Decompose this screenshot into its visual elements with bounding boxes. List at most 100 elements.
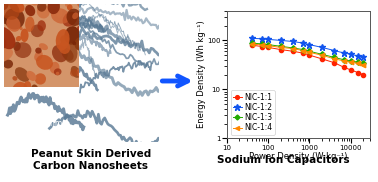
Ellipse shape bbox=[67, 4, 73, 11]
NIC-1:2 bbox=[332, 50, 336, 52]
Ellipse shape bbox=[48, 0, 60, 14]
Ellipse shape bbox=[77, 26, 82, 31]
Ellipse shape bbox=[52, 45, 68, 62]
NIC-1:3 bbox=[249, 42, 254, 44]
Ellipse shape bbox=[26, 71, 36, 81]
Ellipse shape bbox=[31, 84, 39, 96]
NIC-1:3 bbox=[278, 45, 283, 47]
NIC-1:3 bbox=[332, 56, 336, 58]
Ellipse shape bbox=[56, 72, 59, 75]
Ellipse shape bbox=[0, 0, 9, 10]
Ellipse shape bbox=[64, 26, 80, 45]
NIC-1:2 bbox=[266, 38, 270, 40]
NIC-1:2 bbox=[307, 43, 312, 46]
NIC-1:4 bbox=[349, 61, 353, 63]
Ellipse shape bbox=[62, 48, 74, 61]
Ellipse shape bbox=[0, 27, 15, 49]
Line: NIC-1:1: NIC-1:1 bbox=[249, 43, 365, 77]
Ellipse shape bbox=[25, 5, 35, 16]
NIC-1:1 bbox=[307, 54, 312, 56]
NIC-1:4 bbox=[342, 60, 347, 62]
NIC-1:3 bbox=[266, 43, 270, 46]
NIC-1:4 bbox=[259, 44, 264, 46]
NIC-1:3 bbox=[301, 48, 305, 51]
NIC-1:2 bbox=[342, 52, 347, 54]
Ellipse shape bbox=[0, 41, 2, 45]
Line: NIC-1:2: NIC-1:2 bbox=[248, 35, 367, 61]
NIC-1:2 bbox=[301, 42, 305, 44]
Ellipse shape bbox=[35, 48, 42, 54]
NIC-1:3 bbox=[319, 53, 324, 55]
Ellipse shape bbox=[74, 37, 87, 51]
Line: NIC-1:3: NIC-1:3 bbox=[250, 41, 365, 65]
NIC-1:1 bbox=[249, 44, 254, 46]
NIC-1:2 bbox=[361, 56, 366, 58]
Ellipse shape bbox=[31, 0, 39, 6]
NIC-1:3 bbox=[356, 61, 360, 63]
Ellipse shape bbox=[54, 68, 62, 75]
Ellipse shape bbox=[36, 55, 53, 70]
NIC-1:3 bbox=[291, 47, 295, 49]
NIC-1:1 bbox=[342, 66, 347, 69]
NIC-1:2 bbox=[291, 40, 295, 43]
Ellipse shape bbox=[0, 37, 6, 49]
X-axis label: Power Density (W kg⁻¹): Power Density (W kg⁻¹) bbox=[249, 152, 348, 161]
Ellipse shape bbox=[31, 25, 44, 37]
NIC-1:4 bbox=[301, 50, 305, 52]
NIC-1:1 bbox=[332, 62, 336, 64]
NIC-1:2 bbox=[319, 46, 324, 48]
NIC-1:4 bbox=[319, 54, 324, 56]
Ellipse shape bbox=[59, 41, 70, 54]
Y-axis label: Energy Density (Wh kg⁻¹): Energy Density (Wh kg⁻¹) bbox=[197, 21, 206, 128]
NIC-1:1 bbox=[361, 74, 366, 76]
NIC-1:4 bbox=[361, 64, 366, 66]
Ellipse shape bbox=[63, 12, 77, 27]
NIC-1:3 bbox=[349, 60, 353, 62]
Ellipse shape bbox=[12, 76, 17, 81]
Ellipse shape bbox=[23, 81, 31, 91]
Ellipse shape bbox=[57, 9, 62, 18]
Ellipse shape bbox=[65, 3, 68, 7]
NIC-1:3 bbox=[361, 62, 366, 64]
NIC-1:3 bbox=[259, 43, 264, 45]
Ellipse shape bbox=[50, 62, 59, 74]
Ellipse shape bbox=[71, 66, 81, 78]
Ellipse shape bbox=[2, 15, 11, 24]
NIC-1:2 bbox=[349, 53, 353, 55]
NIC-1:4 bbox=[332, 58, 336, 60]
NIC-1:1 bbox=[278, 48, 283, 51]
Ellipse shape bbox=[37, 5, 50, 19]
Ellipse shape bbox=[6, 16, 20, 32]
Ellipse shape bbox=[0, 48, 13, 62]
Ellipse shape bbox=[37, 1, 46, 12]
Ellipse shape bbox=[25, 17, 34, 32]
NIC-1:1 bbox=[291, 50, 295, 52]
NIC-1:4 bbox=[266, 45, 270, 47]
Ellipse shape bbox=[14, 42, 31, 58]
Ellipse shape bbox=[15, 67, 29, 82]
NIC-1:2 bbox=[259, 38, 264, 40]
Legend: NIC-1:1, NIC-1:2, NIC-1:3, NIC-1:4: NIC-1:1, NIC-1:2, NIC-1:3, NIC-1:4 bbox=[231, 90, 275, 134]
Ellipse shape bbox=[0, 0, 20, 20]
Text: Sodium Ion Capacitors: Sodium Ion Capacitors bbox=[217, 155, 350, 165]
Ellipse shape bbox=[4, 8, 25, 29]
Ellipse shape bbox=[51, 8, 70, 24]
NIC-1:1 bbox=[349, 69, 353, 71]
Ellipse shape bbox=[60, 35, 69, 44]
Ellipse shape bbox=[16, 36, 22, 41]
NIC-1:1 bbox=[259, 46, 264, 48]
NIC-1:4 bbox=[249, 43, 254, 45]
Line: NIC-1:4: NIC-1:4 bbox=[249, 42, 366, 67]
NIC-1:3 bbox=[342, 59, 347, 61]
NIC-1:4 bbox=[278, 46, 283, 48]
Ellipse shape bbox=[20, 29, 29, 42]
NIC-1:4 bbox=[356, 62, 360, 64]
Ellipse shape bbox=[13, 42, 21, 51]
NIC-1:4 bbox=[307, 51, 312, 54]
NIC-1:2 bbox=[249, 37, 254, 39]
Ellipse shape bbox=[67, 9, 82, 26]
NIC-1:1 bbox=[266, 46, 270, 48]
NIC-1:2 bbox=[356, 55, 360, 57]
Ellipse shape bbox=[72, 13, 78, 19]
Text: 500 nm: 500 nm bbox=[33, 119, 62, 128]
